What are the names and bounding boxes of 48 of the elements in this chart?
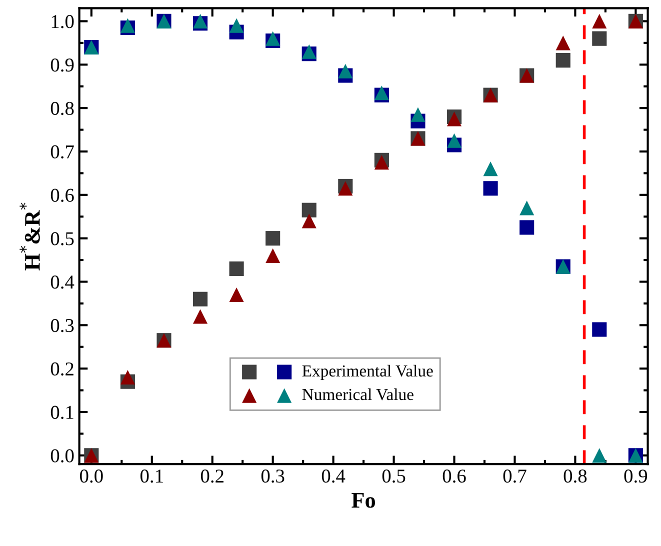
x-tick-label: 0.0 <box>80 470 103 483</box>
x-tick-label: 0.6 <box>442 470 466 483</box>
point <box>192 292 208 306</box>
point <box>302 202 316 218</box>
x-axis-title: Fo <box>352 493 376 508</box>
point <box>229 261 244 276</box>
x-tick-label: 0.2 <box>200 470 224 483</box>
point <box>266 231 280 246</box>
point <box>229 287 244 302</box>
legend-label: Experimental Value <box>302 364 433 380</box>
y-tick-label: 0.1 <box>50 406 74 420</box>
point <box>556 53 570 68</box>
y-tick-label: 0.7 <box>50 145 74 158</box>
y-tick-label: 0.3 <box>50 318 74 332</box>
y-axis-title: H$^{*}$&R$^{*}$ <box>20 202 40 270</box>
point <box>592 448 607 463</box>
x-tick-label: 0.8 <box>564 470 587 483</box>
x-tick-label: 0.3 <box>261 470 284 483</box>
x-tick-label: 0.9 <box>624 470 648 483</box>
point <box>483 162 498 176</box>
y-tick-label: 0.6 <box>50 188 74 202</box>
y-tick-label: 1.0 <box>52 15 74 28</box>
point <box>520 220 534 235</box>
y-tick-label: 0.5 <box>50 232 74 246</box>
y-tick-label: 0.0 <box>50 449 74 462</box>
point <box>338 64 353 78</box>
point <box>192 309 208 324</box>
point <box>483 181 498 196</box>
y-tick-label: 0.2 <box>50 362 74 376</box>
point <box>302 214 316 228</box>
point <box>520 200 534 216</box>
point <box>592 322 607 337</box>
point <box>410 107 426 122</box>
point <box>556 36 570 50</box>
x-tick-label: 0.7 <box>503 470 526 483</box>
point <box>592 14 607 28</box>
x-tick-label: 0.5 <box>382 470 406 483</box>
point <box>446 133 462 148</box>
y-tick-label: 0.8 <box>50 102 74 116</box>
y-tick-label: 0.4 <box>50 276 74 289</box>
x-tick-label: 0.1 <box>140 470 163 483</box>
point <box>266 248 280 263</box>
point <box>592 31 607 46</box>
x-tick-label: 0.4 <box>322 470 346 483</box>
point <box>229 18 244 33</box>
legend-label: Numerical Value <box>302 388 414 400</box>
y-tick-label: 0.9 <box>50 58 74 72</box>
point <box>120 370 135 385</box>
